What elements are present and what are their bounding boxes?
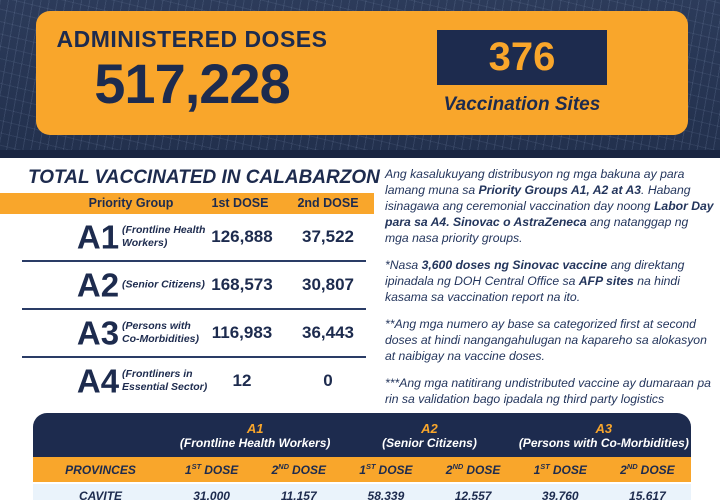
column-header-priority-group: Priority Group — [88, 196, 174, 210]
summary-table-header-row: Priority Group 1st DOSE 2nd DOSE — [0, 193, 374, 214]
province-row-cavite: CAVITE 31,000 11,157 58,339 12,557 39,76… — [33, 482, 691, 500]
total-vaccinated-title: TOTAL VACCINATED IN CALABARZON — [28, 167, 380, 188]
table-row-a1: A1 (Frontline Health Workers) 126,888 37… — [0, 214, 374, 260]
priority-label: (Senior Citizens) — [122, 278, 205, 291]
row-divider — [22, 308, 366, 310]
dose1-value: 168,573 — [211, 275, 273, 294]
dose2-value: 36,443 — [302, 323, 354, 342]
column-header-a1-dose1: 1ST DOSE — [184, 462, 239, 477]
note-paragraph-1: Ang kasalukuyang distribusyon ng mga bak… — [385, 167, 714, 245]
administered-doses-total: 517,228 — [94, 52, 290, 115]
group-code: A3 — [595, 421, 613, 436]
column-header-a1-dose2: 2ND DOSE — [271, 462, 327, 477]
note-paragraph-4: ***Ang mga natitirang undistributed vacc… — [385, 376, 711, 406]
provinces-table: A1 (Frontline Health Workers) A2 (Senior… — [33, 413, 691, 500]
table-row-a4: A4 (Frontliners in Essential Sector) 12 … — [0, 358, 374, 404]
dose1-value: 12 — [232, 371, 252, 390]
value-a3-dose1: 39,760 — [541, 489, 579, 500]
group-header-a3: A3 (Persons with Co-Morbidities) — [517, 419, 691, 451]
header-banner: ADMINISTERED DOSES 517,228 376 Vaccinati… — [0, 0, 720, 158]
value-a1-dose2: 11,157 — [280, 489, 317, 500]
group-code: A2 — [421, 421, 438, 436]
priority-label: (Frontliners in Essential Sector) — [122, 368, 208, 393]
dose1-value: 116,983 — [211, 323, 273, 342]
vaccination-sites-label: Vaccination Sites — [443, 94, 601, 115]
row-divider — [22, 260, 366, 262]
table-row-a3: A3 (Persons with Co-Morbidities) 116,983… — [0, 310, 374, 356]
value-a2-dose1: 58,339 — [367, 489, 405, 500]
administered-doses-card: ADMINISTERED DOSES 517,228 376 Vaccinati… — [36, 11, 688, 135]
dose2-value: 30,807 — [302, 275, 354, 294]
vaccination-sites-count-box: 376 — [437, 30, 607, 85]
group-label: (Persons with Co-Morbidities) — [518, 436, 689, 450]
column-header-1st-dose: 1st DOSE — [211, 196, 269, 210]
dose2-value: 0 — [323, 371, 333, 390]
table-row-a2: A2 (Senior Citizens) 168,573 30,807 — [0, 262, 374, 308]
value-a2-dose2: 12,557 — [454, 489, 492, 500]
provinces-table-subheader: PROVINCES 1ST DOSE 2ND DOSE 1ST DOSE 2ND DOS… — [33, 457, 691, 482]
priority-label: (Persons with Co-Morbidities) — [122, 320, 199, 345]
column-header-a2-dose2: 2ND DOSE — [445, 462, 501, 477]
vaccination-sites-block: 376 Vaccination Sites — [417, 30, 627, 116]
value-a1-dose1: 31,000 — [193, 489, 230, 500]
group-code: A1 — [246, 421, 264, 436]
group-label: (Frontline Health Workers) — [179, 436, 331, 450]
vaccination-sites-count: 376 — [488, 35, 556, 79]
priority-code: A4 — [76, 362, 120, 400]
group-header-spacer — [33, 434, 168, 436]
value-a3-dose2: 15,617 — [629, 489, 666, 500]
notes-column: Ang kasalukuyang distribusyon ng mga bak… — [385, 166, 715, 418]
column-header-2nd-dose: 2nd DOSE — [297, 196, 359, 210]
group-label: (Senior Citizens) — [382, 436, 477, 450]
administered-doses-block: ADMINISTERED DOSES 517,228 — [42, 26, 342, 112]
priority-code: A3 — [76, 314, 120, 352]
priority-code: A2 — [76, 266, 120, 304]
column-header-provinces: PROVINCES — [65, 462, 136, 477]
province-name: CAVITE — [78, 489, 123, 500]
column-header-a2-dose1: 1ST DOSE — [359, 462, 413, 477]
group-header-a1: A1 (Frontline Health Workers) — [168, 419, 342, 451]
dose2-value: 37,522 — [302, 227, 354, 246]
row-divider — [22, 356, 366, 358]
dose1-value: 126,888 — [211, 227, 273, 246]
priority-label: (Frontline Health Workers) — [122, 224, 206, 249]
group-header-a2: A2 (Senior Citizens) — [342, 419, 516, 451]
column-header-a3-dose2: 2ND DOSE — [620, 462, 675, 477]
column-header-a3-dose1: 1ST DOSE — [533, 462, 587, 477]
note-paragraph-3: **Ang mga numero ay base sa categorized … — [385, 317, 707, 363]
priority-code: A1 — [76, 218, 120, 256]
administered-doses-title: ADMINISTERED DOSES — [56, 26, 328, 52]
summary-table-body: A1 (Frontline Health Workers) 126,888 37… — [0, 214, 374, 404]
note-paragraph-2: *Nasa 3,600 doses ng Sinovac vaccine ang… — [385, 258, 685, 304]
provinces-table-group-header: A1 (Frontline Health Workers) A2 (Senior… — [33, 413, 691, 457]
